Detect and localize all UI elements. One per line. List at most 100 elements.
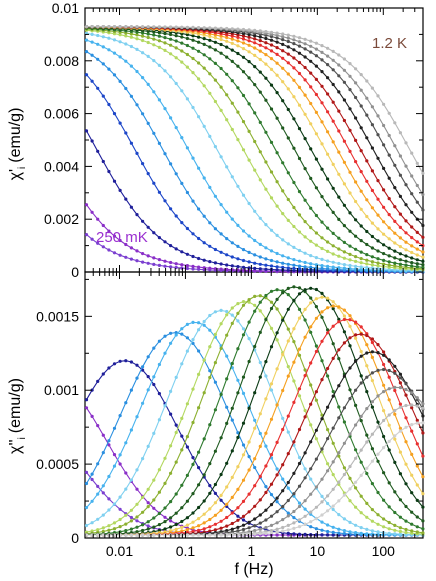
chi-real-point-2-2 (96, 149, 100, 153)
chi-imag-point-2-24 (219, 498, 223, 502)
chi-imag-point-16-52 (376, 368, 380, 372)
chi-imag-point-2-15 (169, 412, 173, 416)
chi-real-point-17-44 (331, 68, 335, 72)
chi-imag-point-16-37 (292, 492, 296, 496)
chi-imag-point-14-24 (219, 526, 223, 530)
chi-imag-point-17-53 (382, 390, 386, 394)
chi-real-point-7-27 (236, 138, 240, 142)
chi-real-point-6-27 (236, 184, 240, 188)
chi-imag-point-6-43 (326, 462, 330, 466)
chi-real-point-13-49 (359, 189, 363, 193)
chi-imag-point-7-41 (314, 398, 318, 402)
chi-real-point-0-3 (101, 245, 105, 249)
chi-real-point-18-37 (292, 38, 296, 42)
chi-imag-point-19-42 (320, 513, 324, 517)
chi-real-point-11-31 (258, 70, 262, 74)
chi-real-point-13-40 (309, 101, 313, 106)
chi-imag-point-10-33 (269, 345, 274, 349)
chi-real-point-15-52 (376, 179, 380, 183)
chi-imag-point-9-14 (163, 520, 167, 524)
chi-real-point-4-1 (90, 53, 94, 57)
chi-imag-point-15-36 (286, 480, 290, 485)
chi-imag-point-10-15 (169, 525, 173, 529)
chi-real-point-12-58 (410, 250, 414, 255)
chi-real-point-1-8 (129, 246, 133, 250)
chi-imag-point-7-11 (146, 505, 150, 509)
chi-real-point-5-4 (107, 48, 111, 52)
chi-real-point-19-20 (197, 26, 201, 30)
chi-imag-point-10-42 (320, 291, 324, 295)
chi-imag-point-19-22 (208, 533, 212, 537)
chi-real-point-9-47 (348, 244, 352, 248)
chi-imag-point-13-51 (370, 340, 374, 345)
chi-imag-point-2-2 (96, 379, 100, 383)
chi-imag-point-5-48 (354, 523, 358, 527)
chi-real-point-5-16 (174, 126, 178, 130)
chi-imag-point-3-10 (141, 365, 145, 369)
chi-real-point-11-44 (331, 186, 335, 190)
chi-imag-point-10-56 (398, 472, 402, 476)
chi-imag-point-2-42 (320, 533, 324, 537)
chi-real-point-19-52 (376, 94, 380, 98)
chi-real-point-13-52 (376, 213, 380, 217)
chi-imag-point-2-38 (297, 532, 302, 536)
chi-imag-point-13-39 (303, 374, 307, 378)
chi-imag-point-19-38 (297, 525, 302, 529)
chi-imag-point-16-56 (398, 376, 402, 380)
chi-real-point-8-27 (236, 110, 240, 114)
chi-real-point-15-49 (359, 149, 363, 153)
chi-imag-point-9-51 (370, 447, 374, 451)
chi-imag-point-16-50 (365, 375, 369, 379)
chi-imag-point-11-51 (370, 379, 374, 383)
chi-imag-point-5-16 (174, 375, 178, 379)
chi-real-point-13-34 (275, 61, 279, 65)
chi-imag-point-14-60 (421, 431, 425, 435)
chi-real-point-19-36 (286, 33, 290, 37)
chi-real-point-11-26 (230, 48, 234, 52)
chi-imag-point-13-31 (258, 474, 262, 478)
chi-imag-point-18-43 (326, 494, 330, 498)
chi-real-point-15-33 (269, 43, 274, 47)
chi-imag-point-13-27 (236, 506, 240, 510)
chi-real-point-10-52 (376, 249, 380, 253)
chi-real-point-3-18 (185, 226, 189, 231)
chi-imag-point-8-39 (303, 318, 307, 322)
chi-real-point-0-12 (152, 262, 156, 266)
chi-real-point-18-60 (421, 192, 425, 197)
chi-imag-point-0-2 (96, 484, 100, 488)
chi-real-point-15-40 (309, 71, 313, 75)
chi-imag-point-13-35 (281, 427, 285, 432)
chi-real-point-8-45 (337, 247, 341, 251)
chi-real-point-1-25 (225, 267, 229, 271)
chi-imag-point-6-52 (376, 522, 380, 526)
chi-imag-point-9-43 (326, 328, 330, 332)
chi-real-point-13-39 (303, 93, 307, 97)
chi-imag-point-9-57 (404, 504, 408, 509)
chi-imag-point-10-52 (376, 420, 380, 424)
chi-real-point-8-38 (297, 213, 302, 217)
chi-imag-point-4-4 (107, 474, 111, 479)
chi-imag-point-18-47 (348, 464, 352, 469)
chi-imag-point-1-7 (124, 471, 128, 475)
chi-imag-point-11-36 (286, 339, 290, 343)
chi-real-point-4-30 (253, 253, 257, 257)
chi-imag-point-3-42 (320, 528, 324, 532)
chi-real-point-11-40 (309, 147, 313, 151)
chi-real-point-4-26 (230, 241, 234, 245)
chi-real-point-16-35 (281, 42, 285, 47)
chi-imag-point-5-38 (297, 455, 302, 460)
chi-imag-point-19-47 (348, 487, 352, 491)
chi-real-point-11-57 (404, 254, 408, 258)
chi-imag-point-19-17 (180, 533, 184, 537)
chi-real-point-14-27 (236, 35, 240, 40)
chi-imag-point-3-14 (163, 334, 167, 338)
chi-imag-point-19-5 (112, 533, 117, 537)
chi-imag-point-7-8 (129, 519, 133, 523)
chi-imag-point-19-45 (337, 499, 341, 503)
chi-real-point-19-42 (320, 44, 324, 48)
chi-real-point-12-51 (370, 221, 374, 225)
chi-imag-point-6-48 (354, 505, 358, 509)
chi-imag-point-10-57 (404, 482, 408, 486)
chi-imag-point-15-28 (241, 523, 246, 527)
chi-imag-point-6-39 (303, 408, 307, 413)
